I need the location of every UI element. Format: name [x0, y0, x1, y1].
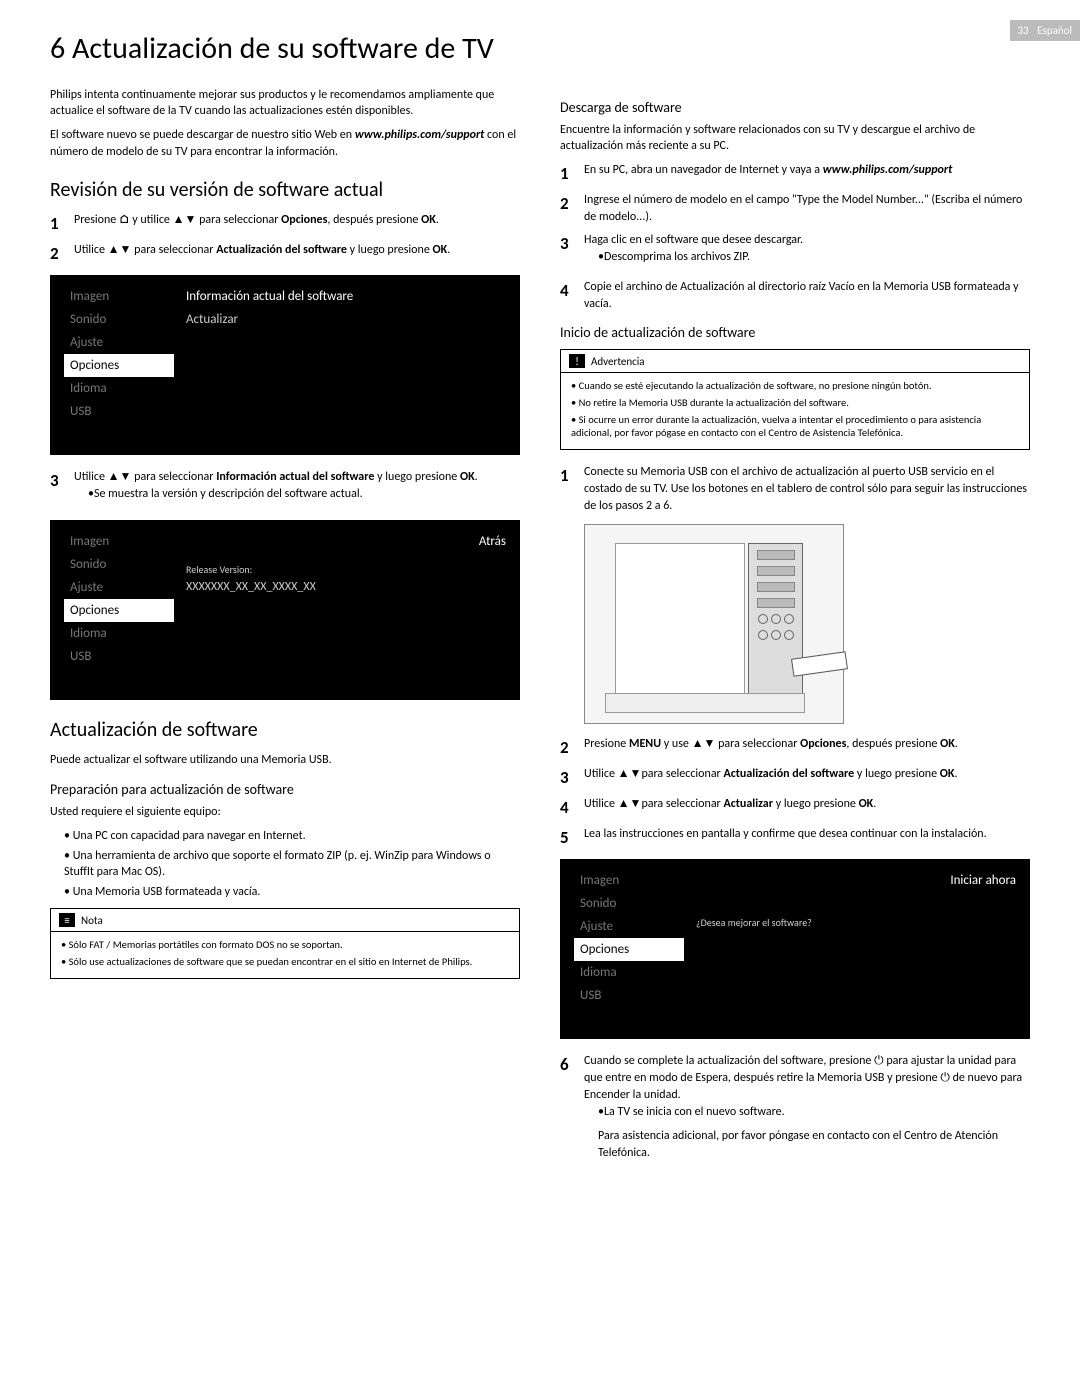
dstep-2: 2 Ingrese el número de modelo en el camp…	[560, 192, 1030, 226]
menu-item: Sonido	[574, 892, 684, 915]
istep-4: 4 Utilice ▲▼para seleccionar Actualizar …	[560, 796, 1030, 820]
step-3: 3 Utilice ▲▼ para seleccionar Informació…	[50, 469, 520, 510]
revision-steps: 1 Presione ⌂ y utilice ▲▼ para seleccion…	[50, 212, 520, 266]
menu-item: USB	[64, 645, 174, 668]
init-step6: 6 Cuando se complete la actualización de…	[560, 1053, 1030, 1161]
note-icon: ≡	[59, 913, 75, 927]
note-box: ≡ Nota Sólo FAT / Memorias portátiles co…	[50, 908, 520, 978]
warning-title: Advertencia	[591, 355, 645, 368]
screen2-right: Atrás Release Version: XXXXXXX_XX_XX_XXX…	[174, 530, 506, 668]
release-version-value: XXXXXXX_XX_XX_XXXX_XX	[186, 576, 506, 598]
istep-3: 3 Utilice ▲▼para seleccionar Actualizaci…	[560, 766, 1030, 790]
support-url: www.philips.com/support	[355, 128, 485, 142]
content-columns: Philips intenta continuamente mejorar su…	[50, 87, 1030, 1172]
dstep-1: 1 En su PC, abra un navegador de Interne…	[560, 162, 1030, 186]
note-title: Nota	[81, 914, 103, 927]
note-list: Sólo FAT / Memorias portátiles con forma…	[51, 931, 519, 977]
heading-revision: Revisión de su versión de software actua…	[50, 178, 520, 202]
list-item: Una PC con capacidad para navegar en Int…	[64, 828, 520, 844]
menu-item: Ajuste	[64, 576, 174, 599]
up-icon: ▲	[173, 213, 185, 227]
istep-1: 1 Conecte su Memoria USB con el archivo …	[560, 464, 1030, 514]
menu-item: Imagen	[64, 285, 174, 308]
left-column: Philips intenta continuamente mejorar su…	[50, 87, 520, 1172]
power-icon: ⏻	[874, 1054, 884, 1068]
list-item: Si ocurre un error durante la actualizac…	[571, 413, 1019, 440]
heading-prep: Preparación para actualización de softwa…	[50, 781, 520, 798]
dstep-3: 3 Haga clic en el software que desee des…	[560, 232, 1030, 273]
page-tag: 33 Español	[1010, 20, 1080, 41]
revision-step3: 3 Utilice ▲▼ para seleccionar Informació…	[50, 469, 520, 510]
menu-item: Sonido	[64, 308, 174, 331]
list-item: No retire la Memoria USB durante la actu…	[571, 396, 1019, 410]
intro-p1: Philips intenta continuamente mejorar su…	[50, 87, 520, 119]
menu-item: USB	[574, 984, 684, 1007]
menu-item: Opciones	[64, 354, 174, 377]
istep-5: 5 Lea las instrucciones en pantalla y co…	[560, 826, 1030, 850]
warning-box: ! Advertencia Cuando se esté ejecutando …	[560, 349, 1030, 450]
menu-item: Imagen	[574, 869, 684, 892]
screen3-right: Iniciar ahora ¿Desea mejorar el software…	[684, 869, 1016, 1007]
menu-item: Opciones	[574, 938, 684, 961]
dstep-4: 4 Copie el archino de Actualización al d…	[560, 279, 1030, 313]
prep-list: Una PC con capacidad para navegar en Int…	[50, 828, 520, 901]
home-icon: ⌂	[119, 213, 130, 227]
menu-item: Opciones	[64, 599, 174, 622]
menu-item: Imagen	[64, 530, 174, 553]
download-intro: Encuentre la información y software rela…	[560, 122, 1030, 154]
power-icon: ⏻	[940, 1071, 950, 1085]
step-2: 2 Utilice ▲▼ para seleccionar Actualizac…	[50, 242, 520, 266]
list-item: Cuando se esté ejecutando la actualizaci…	[571, 379, 1019, 393]
screen1-menu: ImagenSonidoAjusteOpcionesIdiomaUSB	[64, 285, 174, 423]
menu-item: Idioma	[574, 961, 684, 984]
page-lang: Español	[1037, 24, 1072, 37]
tv-screen-2: ImagenSonidoAjusteOpcionesIdiomaUSB Atrá…	[50, 520, 520, 700]
warning-icon: !	[569, 354, 585, 368]
screen2-menu: ImagenSonidoAjusteOpcionesIdiomaUSB	[64, 530, 174, 668]
istep-2: 2 Presione MENU y use ▲▼ para selecciona…	[560, 736, 1030, 760]
menu-item: Idioma	[64, 377, 174, 400]
heading-update: Actualización de software	[50, 718, 520, 742]
menu-item: Ajuste	[574, 915, 684, 938]
list-item: Una herramienta de archivo que soporte e…	[64, 848, 520, 880]
menu-item: Ajuste	[64, 331, 174, 354]
usb-diagram	[584, 524, 844, 724]
prep-intro: Usted requiere el siguiente equipo:	[50, 804, 520, 820]
intro-p2: El software nuevo se puede descargar de …	[50, 127, 520, 159]
menu-item: USB	[64, 400, 174, 423]
download-steps: 1 En su PC, abra un navegador de Interne…	[560, 162, 1030, 312]
right-column: Descarga de software Encuentre la inform…	[560, 87, 1030, 1172]
page-title: 6 Actualización de su software de TV	[50, 30, 1030, 67]
menu-item: Idioma	[64, 622, 174, 645]
page-number: 33	[1018, 24, 1029, 37]
init-step1: 1 Conecte su Memoria USB con el archivo …	[560, 464, 1030, 514]
heading-download: Descarga de software	[560, 99, 1030, 116]
list-item: Una Memoria USB formateada y vacía.	[64, 884, 520, 900]
heading-init: Inicio de actualización de software	[560, 324, 1030, 341]
screen3-menu: ImagenSonidoAjusteOpcionesIdiomaUSB	[574, 869, 684, 1007]
update-intro: Puede actualizar el software utilizando …	[50, 752, 520, 768]
menu-item: Sonido	[64, 553, 174, 576]
list-item: Sólo use actualizaciones de software que…	[61, 955, 509, 969]
init-steps-2-5: 2 Presione MENU y use ▲▼ para selecciona…	[560, 736, 1030, 849]
step-1: 1 Presione ⌂ y utilice ▲▼ para seleccion…	[50, 212, 520, 236]
screen1-right: Información actual del software Actualiz…	[174, 285, 506, 423]
list-item: Sólo FAT / Memorias portátiles con forma…	[61, 938, 509, 952]
down-icon: ▼	[185, 213, 197, 227]
istep-6: 6 Cuando se complete la actualización de…	[560, 1053, 1030, 1161]
tv-screen-1: ImagenSonidoAjusteOpcionesIdiomaUSB Info…	[50, 275, 520, 455]
tv-screen-3: ImagenSonidoAjusteOpcionesIdiomaUSB Inic…	[560, 859, 1030, 1039]
warning-list: Cuando se esté ejecutando la actualizaci…	[561, 372, 1029, 449]
